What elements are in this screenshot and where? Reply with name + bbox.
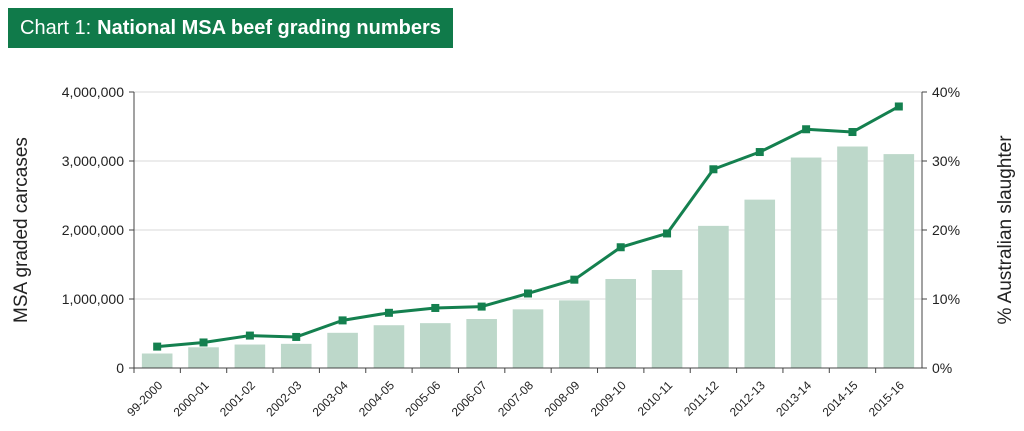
bar xyxy=(559,300,590,368)
x-tick-label: 2015-16 xyxy=(866,378,907,419)
x-tick-label: 2005-06 xyxy=(402,378,443,419)
bar xyxy=(744,199,776,368)
bar xyxy=(837,146,868,368)
x-tick-label: 2004-05 xyxy=(356,378,397,419)
line-series xyxy=(153,102,903,351)
line-point xyxy=(894,102,903,111)
x-tick-label: 2009-10 xyxy=(588,378,629,419)
line-point xyxy=(292,332,301,341)
x-tick-label: 2013-14 xyxy=(773,378,814,419)
line-point xyxy=(524,289,532,298)
line-point xyxy=(199,338,208,347)
category-axis-ticks: 99-2000 2000-01 2001-02 2002-03 2003-04 2004-… xyxy=(124,368,907,419)
x-tick-label: 2008-09 xyxy=(541,378,582,419)
x-tick-label: 2007-08 xyxy=(495,378,536,419)
bar xyxy=(466,319,497,368)
y-tick-label: 3,000,000 xyxy=(62,153,124,169)
line-point xyxy=(477,302,486,311)
x-tick-label: 2012-13 xyxy=(727,378,768,419)
x-tick-label: 2010-11 xyxy=(635,378,676,419)
y2-tick-label: 10% xyxy=(932,291,960,307)
line-point xyxy=(153,342,162,351)
bar xyxy=(373,325,405,368)
line-point xyxy=(755,148,764,157)
y-tick-label: 1,000,000 xyxy=(62,291,124,307)
bar xyxy=(280,343,312,368)
line-point xyxy=(802,125,811,134)
bar xyxy=(419,323,451,368)
x-tick-label: 2011-12 xyxy=(681,378,722,419)
x-tick-label: 2003-04 xyxy=(310,378,351,419)
left-axis-ticks: 0 1,000,000 2,000,000 3,000,000 4,000,000 xyxy=(62,84,134,376)
bar xyxy=(234,344,266,368)
y2-tick-label: 20% xyxy=(932,222,960,238)
bar xyxy=(327,332,358,368)
x-tick-label: 2001-02 xyxy=(217,378,258,419)
bar xyxy=(141,353,173,368)
x-tick-label: 2014-15 xyxy=(820,378,861,419)
y2-tick-label: 30% xyxy=(932,153,960,169)
bar xyxy=(512,309,544,368)
line-point xyxy=(663,229,672,238)
y-tick-label: 4,000,000 xyxy=(62,84,124,100)
right-axis-ticks: 0% 10% 20% 30% 40% xyxy=(922,84,960,376)
bar xyxy=(790,157,822,368)
x-tick-label: 2006-07 xyxy=(449,378,490,419)
x-tick-label: 99-2000 xyxy=(124,378,165,419)
bar xyxy=(605,278,637,368)
line-point xyxy=(848,128,857,137)
line-point xyxy=(384,308,393,317)
bar xyxy=(651,270,683,368)
line-point xyxy=(616,243,625,252)
line-point xyxy=(709,165,718,174)
bar xyxy=(883,154,915,368)
chart-title-prefix: Chart 1: xyxy=(20,16,92,39)
chart-title-banner: Chart 1: National MSA beef grading numbe… xyxy=(8,8,453,48)
bar xyxy=(188,347,219,368)
bar xyxy=(698,225,729,368)
y2-tick-label: 40% xyxy=(932,84,960,100)
bar-series xyxy=(141,146,915,368)
x-tick-label: 2002-03 xyxy=(263,378,304,419)
chart-title: National MSA beef grading numbers xyxy=(97,16,441,39)
gridlines xyxy=(134,91,922,300)
y-tick-label: 0 xyxy=(116,360,124,376)
line-point xyxy=(431,303,440,312)
x-tick-label: 2000-01 xyxy=(171,378,212,419)
line-point xyxy=(338,316,347,325)
y2-tick-label: 0% xyxy=(932,360,952,376)
y-tick-label: 2,000,000 xyxy=(62,222,124,238)
right-axis-title: % Australian slaughter xyxy=(995,135,1016,325)
line-point xyxy=(570,275,579,284)
left-axis-title: MSA graded carcases xyxy=(11,137,32,323)
line-point xyxy=(245,331,254,340)
